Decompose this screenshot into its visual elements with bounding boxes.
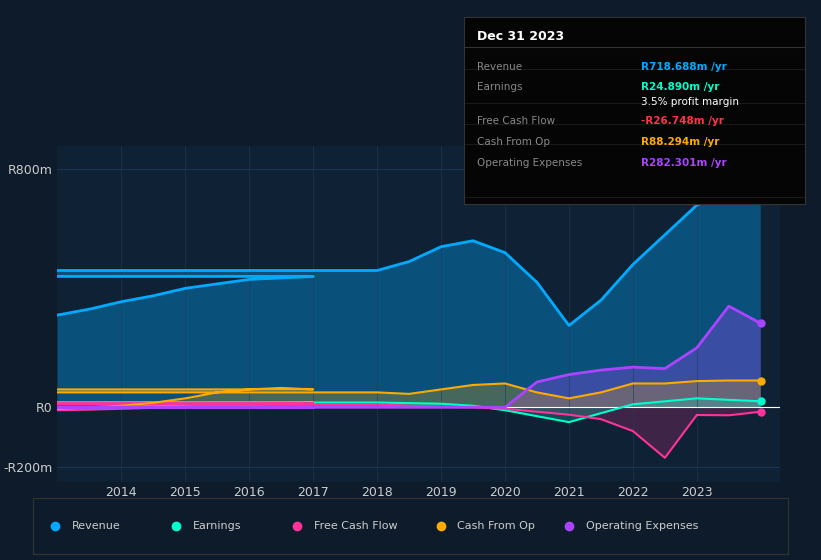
Text: Cash From Op: Cash From Op (457, 521, 535, 531)
Text: Free Cash Flow: Free Cash Flow (314, 521, 397, 531)
Text: Revenue: Revenue (478, 62, 523, 72)
Text: Earnings: Earnings (478, 82, 523, 92)
Text: Earnings: Earnings (193, 521, 241, 531)
Text: Free Cash Flow: Free Cash Flow (478, 116, 556, 126)
Text: Operating Expenses: Operating Expenses (478, 157, 583, 167)
Text: R282.301m /yr: R282.301m /yr (641, 157, 727, 167)
Text: Revenue: Revenue (72, 521, 121, 531)
Text: R718.688m /yr: R718.688m /yr (641, 62, 727, 72)
Text: R24.890m /yr: R24.890m /yr (641, 82, 719, 92)
Text: Dec 31 2023: Dec 31 2023 (478, 30, 565, 43)
Text: Cash From Op: Cash From Op (478, 137, 551, 147)
Text: R88.294m /yr: R88.294m /yr (641, 137, 719, 147)
Text: -R26.748m /yr: -R26.748m /yr (641, 116, 724, 126)
Text: 3.5% profit margin: 3.5% profit margin (641, 97, 739, 108)
Text: Operating Expenses: Operating Expenses (585, 521, 698, 531)
